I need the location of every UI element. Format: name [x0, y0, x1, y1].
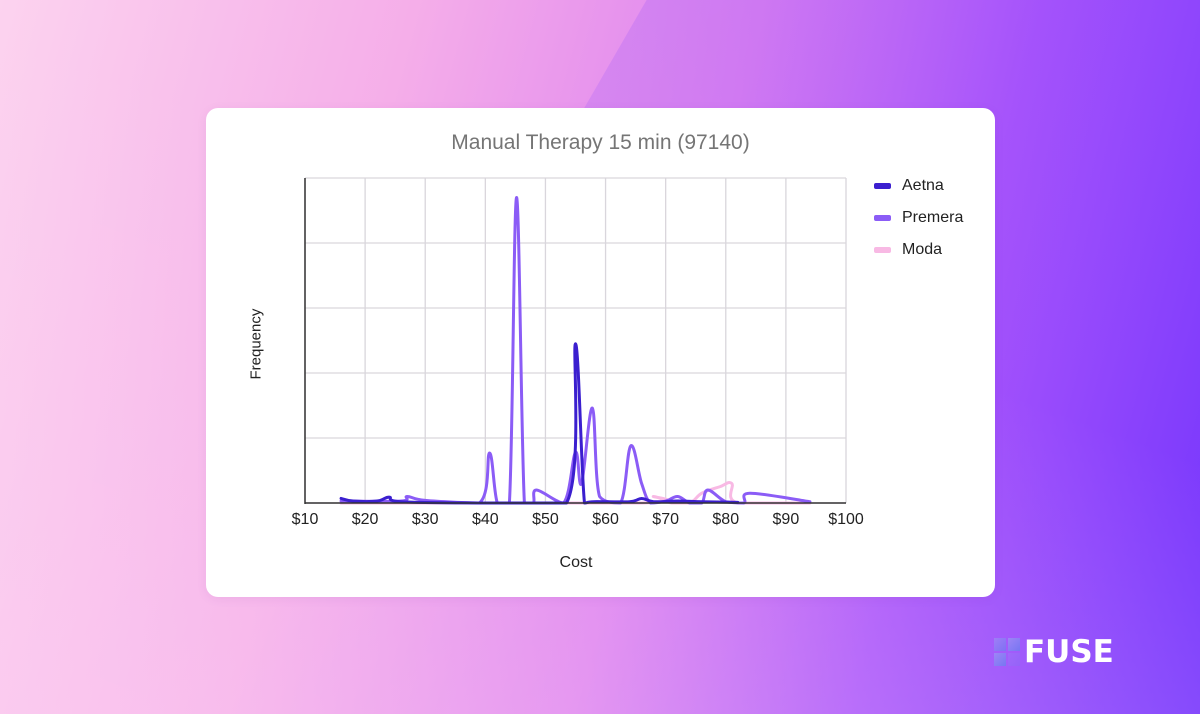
legend-label: Premera	[902, 209, 964, 226]
x-tick-label: $10	[291, 511, 319, 528]
x-tick-label: $20	[351, 511, 379, 528]
legend-label: Moda	[902, 241, 943, 258]
x-tick-label: $60	[592, 511, 619, 528]
chart-title: Manual Therapy 15 min (97140)	[451, 131, 750, 154]
y-axis-label: Frequency	[247, 308, 265, 380]
legend-item-aetna[interactable]: Aetna	[874, 170, 963, 202]
legend-swatch-premera	[874, 215, 891, 221]
legend-swatch-aetna	[874, 183, 891, 189]
x-axis-label: Cost	[559, 554, 593, 571]
x-tick-label: $30	[411, 511, 439, 528]
x-tick-label: $90	[772, 511, 800, 528]
brand-name: FUSE	[1024, 634, 1114, 670]
x-tick-label: $80	[712, 511, 740, 528]
chart-axes	[304, 178, 846, 504]
x-tick-label: $40	[471, 511, 499, 528]
chart-plot-area	[304, 177, 847, 505]
x-tick-label: $70	[652, 511, 679, 528]
fuse-logo-icon	[994, 638, 1020, 666]
legend-label: Aetna	[902, 177, 944, 194]
chart-card: Manual Therapy 15 min (97140) $10 $20 $30 $…	[206, 108, 995, 597]
chart-legend: Aetna Premera Moda	[874, 170, 963, 266]
brand-logo: FUSE	[994, 634, 1114, 670]
legend-swatch-moda	[874, 247, 891, 253]
x-tick-label: $100	[828, 511, 864, 528]
x-tick-label: $50	[532, 511, 559, 528]
legend-item-moda[interactable]: Moda	[874, 234, 963, 266]
legend-item-premera[interactable]: Premera	[874, 202, 963, 234]
series-line-aetna[interactable]	[339, 342, 740, 505]
series-line-moda[interactable]	[339, 481, 812, 505]
